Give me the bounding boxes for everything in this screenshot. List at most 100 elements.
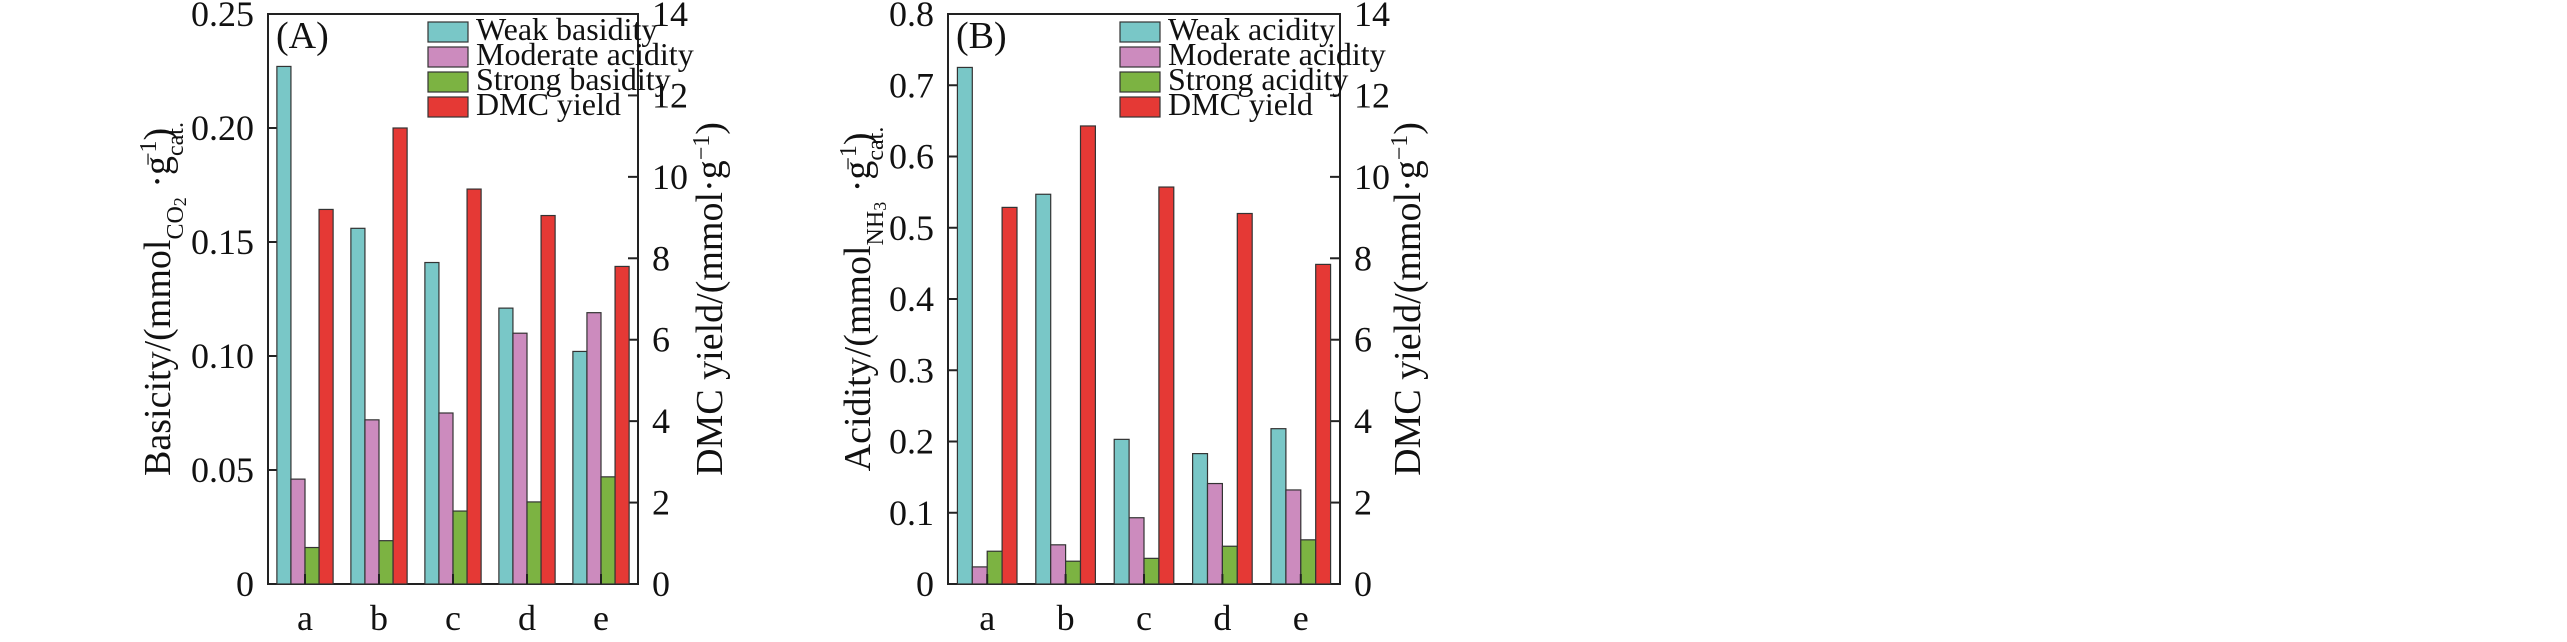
legend-label-strong: Strong acidity [1168, 61, 1348, 97]
bar-moderate-c [1128, 517, 1145, 585]
legend-label-strong: Strong basidity [476, 61, 671, 97]
chart-panel-a: 0 0.05 0.10 0.15 0.20 0.25 0 2 4 6 8 10 12 14 a b c d e (A)… [136, 0, 731, 638]
legend-label-weak: Weak acidity [1168, 11, 1335, 47]
legend-swatch-dmc-yield [1119, 96, 1161, 118]
chart-panel-b: 0 0.1 0.2 0.3 0.4 0.5 0.6 0.7 0.8 0 2 4 6 8 10 12 14 a b c d… [836, 0, 1429, 638]
x-tick-label: b [1057, 598, 1075, 638]
bar-strong-a [986, 550, 1003, 585]
y-left-tick-label: 0.5 [889, 208, 934, 248]
bar-dmc-yield-e [1315, 263, 1332, 585]
y-right-tick-label: 12 [652, 75, 688, 115]
x-tick-label: a [297, 598, 313, 638]
bar-weak-d [498, 307, 514, 585]
legend-swatch-weak [427, 21, 469, 43]
y-right-tick-label: 0 [652, 564, 670, 604]
bar-weak-b [1035, 193, 1052, 585]
y-left-tick-label: 0.6 [889, 137, 934, 177]
bar-weak-e [572, 350, 588, 585]
bar-dmc-yield-c [1158, 186, 1175, 585]
legend-label-moderate: Moderate acidity [1168, 36, 1386, 72]
legend-label-dmc-yield: DMC yield [1168, 86, 1313, 122]
x-tick-label: c [445, 598, 461, 638]
y-left-tick-label: 0.25 [191, 0, 254, 34]
bar-weak-c [424, 261, 440, 585]
y-right-tick-label: 10 [652, 157, 688, 197]
x-tick-label: e [1293, 598, 1309, 638]
y-left-axis-title: Basicity/(mmolCO2 ·gcat.−1) [136, 122, 190, 476]
x-tick-label: b [370, 598, 388, 638]
legend-swatch-dmc-yield [427, 96, 469, 118]
bar-dmc-yield-e [614, 265, 630, 585]
bar-weak-a [276, 65, 292, 585]
y-right-tick-label: 2 [1354, 483, 1372, 523]
bar-strong-e [1300, 539, 1317, 585]
bar-dmc-yield-d [1236, 212, 1253, 585]
x-tick-label: d [518, 598, 536, 638]
legend-swatch-moderate [427, 46, 469, 68]
bar-moderate-e [1285, 489, 1302, 585]
bar-moderate-b [1050, 544, 1067, 585]
bar-moderate-d [1206, 482, 1224, 585]
y-left-tick-label: 0.8 [889, 0, 934, 34]
y-left-tick-label: 0.10 [191, 336, 254, 376]
x-tick-label: c [1136, 598, 1152, 638]
x-tick-label: a [979, 598, 995, 638]
y-left-tick-label: 0.20 [191, 108, 254, 148]
y-right-tick-label: 4 [1354, 401, 1372, 441]
y-right-axis-title: DMC yield/(mmol·g−1) [689, 122, 731, 476]
legend-swatch-weak [1119, 21, 1161, 43]
y-left-tick-label: 0.4 [889, 279, 934, 319]
legend-swatch-strong [1119, 71, 1161, 93]
y-right-tick-label: 12 [1354, 75, 1390, 115]
bar-dmc-yield-d [540, 214, 556, 585]
y-left-tick-label: 0 [236, 564, 254, 604]
y-right-tick-label: 14 [1354, 0, 1390, 34]
y-right-tick-label: 10 [1354, 157, 1390, 197]
y-left-tick-label: 0.05 [191, 450, 254, 490]
bar-moderate-c [438, 412, 454, 585]
bar-moderate-e [586, 312, 602, 585]
y-left-axis-title: Acidity/(mmolNH3 ·gcat.−1) [836, 127, 890, 472]
y-left-tick-label: 0.3 [889, 350, 934, 390]
bar-weak-e [1270, 428, 1287, 585]
bar-strong-c [452, 510, 468, 585]
bar-strong-a [304, 546, 320, 585]
bar-dmc-yield-b [1079, 125, 1096, 585]
legend-label-weak: Weak basidity [476, 11, 657, 47]
legend-label-moderate: Moderate acidity [476, 36, 694, 72]
bar-dmc-yield-c [466, 188, 482, 585]
bar-weak-b [350, 227, 366, 585]
bar-strong-d [526, 501, 542, 585]
y-left-tick-label: 0 [916, 564, 934, 604]
bar-weak-d [1192, 453, 1209, 585]
x-tick-label: e [593, 598, 609, 638]
bar-dmc-yield-a [318, 208, 334, 585]
y-left-tick-label: 0.1 [889, 493, 934, 533]
y-left-tick-label: 0.2 [889, 422, 934, 462]
bar-moderate-a [971, 566, 988, 585]
bar-strong-e [600, 476, 616, 585]
y-right-tick-label: 2 [652, 483, 670, 523]
bar-dmc-yield-a [1001, 206, 1018, 585]
bar-moderate-a [290, 478, 306, 585]
bar-moderate-b [364, 419, 380, 585]
bar-strong-d [1221, 545, 1238, 585]
y-left-tick-label: 0.15 [191, 222, 254, 262]
bar-weak-c [1113, 438, 1130, 585]
bar-dmc-yield-b [392, 127, 408, 585]
y-right-tick-label: 14 [652, 0, 688, 34]
x-tick-label: d [1213, 598, 1231, 638]
y-right-tick-label: 6 [652, 320, 670, 360]
bar-weak-a [956, 66, 973, 585]
y-right-tick-label: 4 [652, 401, 670, 441]
y-right-tick-label: 8 [1354, 238, 1372, 278]
y-right-tick-label: 8 [652, 238, 670, 278]
legend-label-dmc-yield: DMC yield [476, 86, 621, 122]
bar-strong-c [1143, 557, 1160, 585]
legend-swatch-moderate [1119, 46, 1161, 68]
y-right-tick-label: 6 [1354, 320, 1372, 360]
bar-strong-b [1064, 560, 1082, 585]
panel-label: (B) [956, 15, 1007, 57]
